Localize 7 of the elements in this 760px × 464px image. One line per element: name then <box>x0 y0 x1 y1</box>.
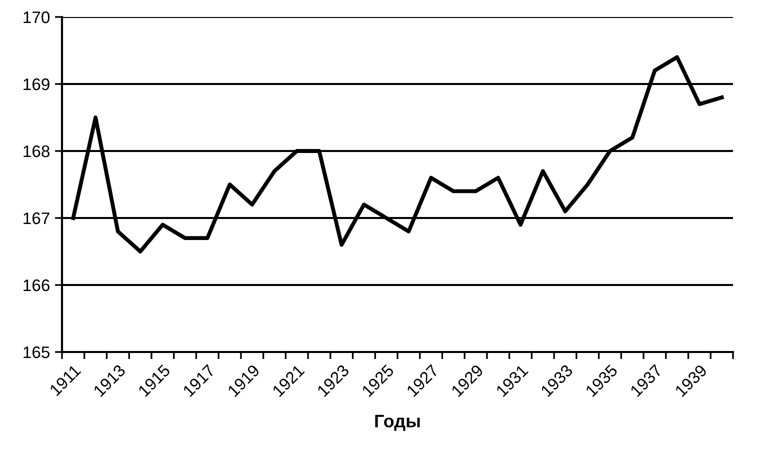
x-axis-title: Годы <box>375 414 420 431</box>
y-tick-label: 169 <box>24 78 50 90</box>
y-tick-label: 166 <box>24 279 50 292</box>
y-tick-label: 170 <box>24 11 50 24</box>
y-tick-label: 165 <box>24 346 50 358</box>
y-tick-label: 167 <box>24 212 50 224</box>
y-tick-label: 168 <box>24 145 50 158</box>
